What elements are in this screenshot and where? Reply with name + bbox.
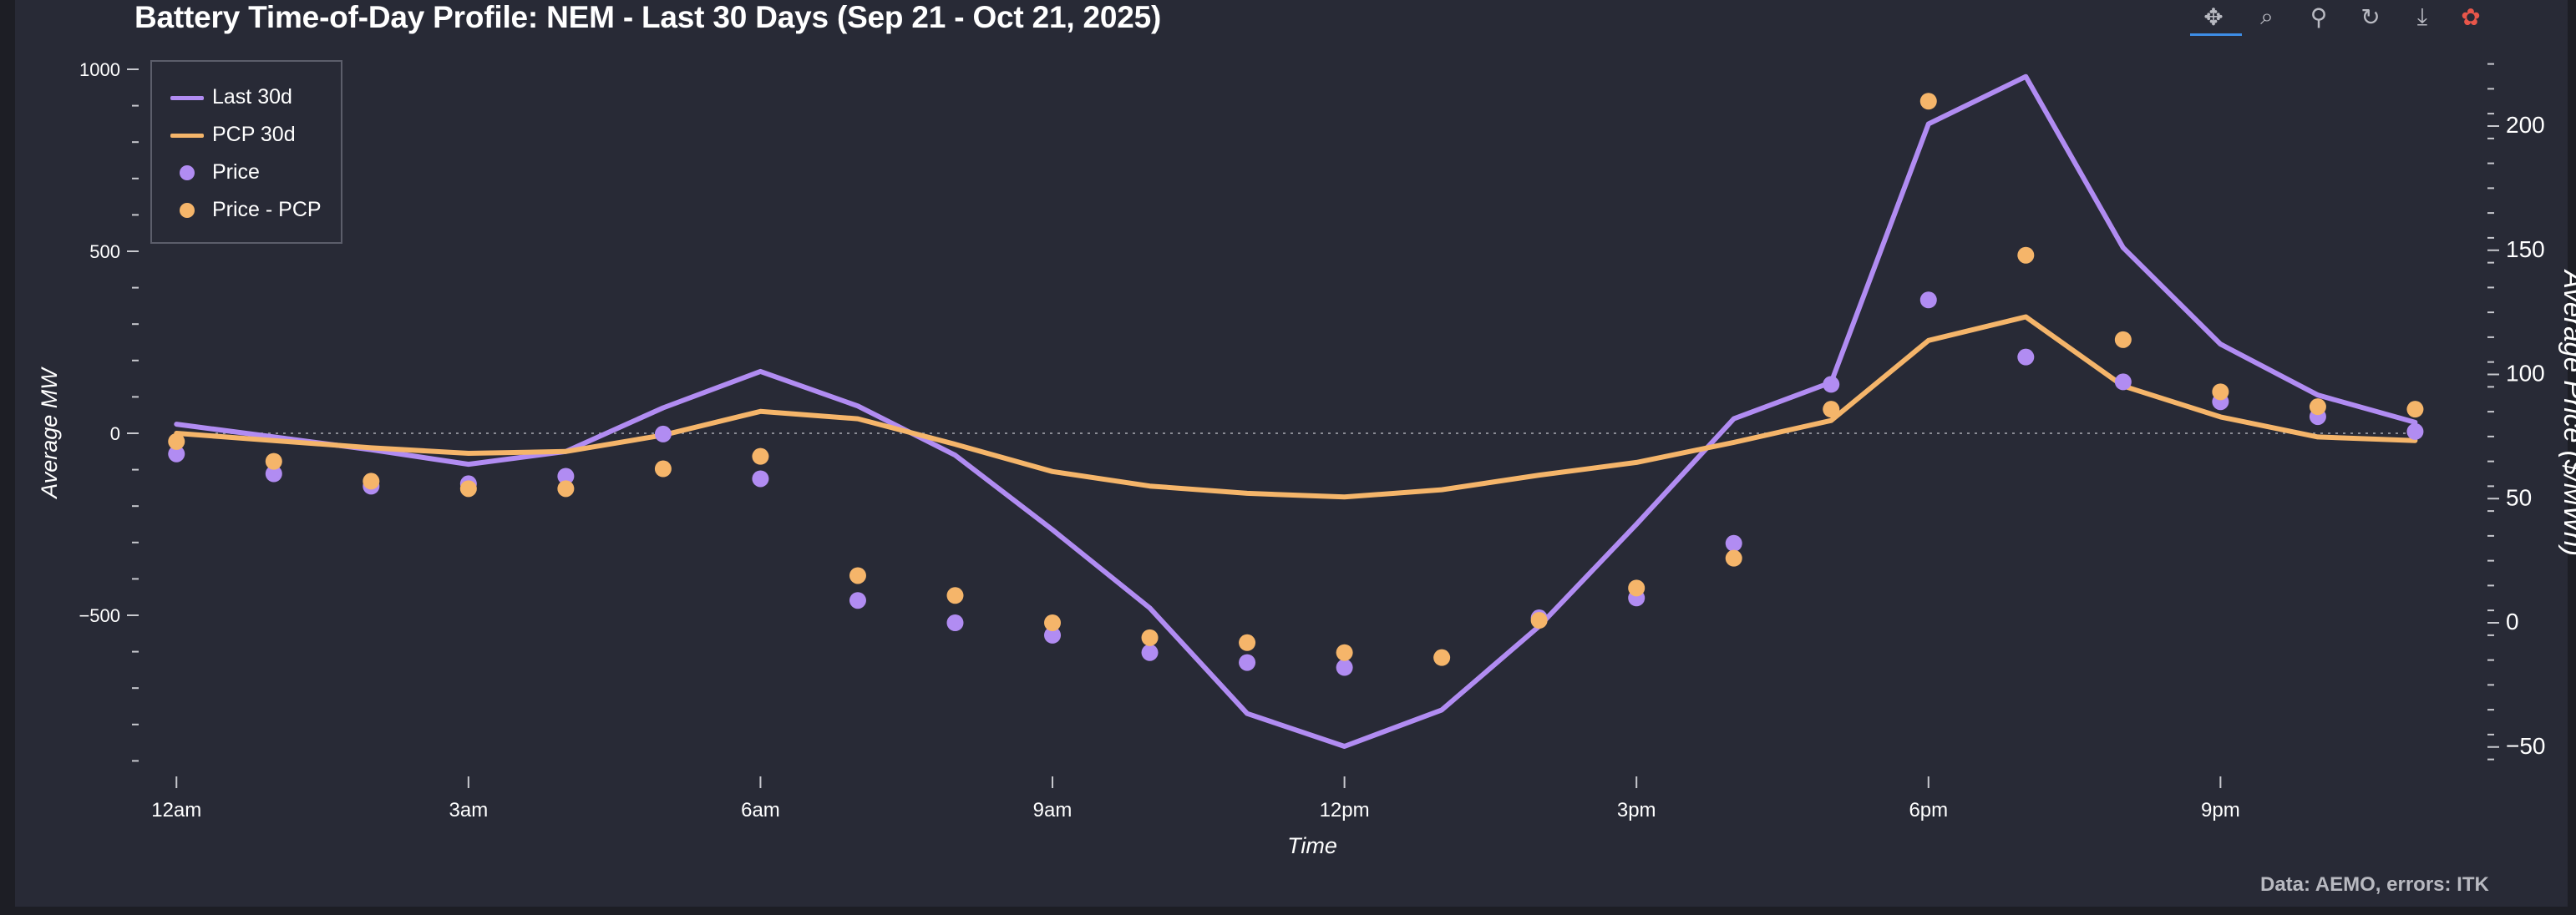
data-point-price-pcp[interactable]	[1628, 579, 1645, 597]
x-tick-label: 12pm	[1320, 799, 1370, 821]
series-line-pcp-30d[interactable]	[174, 314, 2418, 500]
x-tick-label: 12am	[151, 799, 201, 821]
data-point-price-pcp[interactable]	[557, 480, 575, 498]
data-point-price[interactable]	[557, 468, 575, 485]
data-point-price-pcp[interactable]	[1725, 549, 1742, 567]
data-point-price[interactable]	[1044, 626, 1062, 644]
data-point-price[interactable]	[946, 614, 964, 631]
left-tick-label: −500	[79, 605, 120, 626]
series-line-last-30d[interactable]	[174, 73, 2418, 749]
data-point-price[interactable]	[1239, 654, 1256, 671]
right-tick-label: 150	[2506, 236, 2545, 262]
source-note: Data: AEMO, errors: ITK	[2260, 873, 2489, 896]
left-axis-title: Average MW	[37, 367, 62, 500]
data-point-price[interactable]	[654, 425, 672, 442]
chart-title: Battery Time-of-Day Profile: NEM - Last …	[134, 0, 1162, 34]
x-tick-label: 6am	[741, 799, 780, 821]
data-point-price-pcp[interactable]	[849, 567, 866, 584]
legend-swatch-pcp30d	[170, 134, 204, 138]
data-point-price[interactable]	[2406, 422, 2424, 440]
reset-icon[interactable]: ↻	[2360, 3, 2381, 30]
data-point-price[interactable]	[752, 470, 769, 488]
left-tick-label: 500	[89, 241, 120, 262]
legend-swatch-last30d	[170, 96, 204, 100]
data-point-price-pcp[interactable]	[168, 432, 185, 450]
data-point-price-pcp[interactable]	[1336, 644, 1353, 661]
left-tick-label: 0	[110, 423, 120, 444]
chart-toolbar: ✥ ⌕ ⚲ ↻ ⤓ ✿	[2187, 0, 2496, 38]
x-tick-label: 9am	[1033, 799, 1072, 821]
data-point-price[interactable]	[265, 465, 282, 483]
x-axis-title: Time	[1287, 833, 1337, 858]
right-tick-label: 100	[2506, 361, 2545, 387]
right-axis-title: Average Price ($/MWh)	[2558, 269, 2576, 556]
data-point-price-pcp[interactable]	[1044, 614, 1062, 631]
legend-label-last30d: Last 30d	[212, 85, 292, 109]
save-icon[interactable]: ⤓	[2416, 3, 2428, 29]
legend-item-last30d[interactable]: Last 30d	[152, 80, 342, 114]
legend-item-price[interactable]: Price	[152, 155, 342, 189]
legend-item-pcp30d[interactable]: PCP 30d	[152, 118, 342, 151]
data-point-price-pcp[interactable]	[1530, 612, 1548, 629]
right-tick-label: −50	[2506, 733, 2546, 759]
legend-swatch-price-pcp	[180, 203, 195, 218]
data-point-price-pcp[interactable]	[2017, 246, 2035, 264]
data-point-price-pcp[interactable]	[1239, 634, 1256, 651]
data-point-price-pcp[interactable]	[2212, 383, 2229, 401]
data-point-price[interactable]	[1336, 659, 1353, 676]
x-tick-label: 3am	[449, 799, 489, 821]
hover-icon[interactable]: ⚲	[2310, 3, 2328, 30]
x-tick-label: 9pm	[2201, 799, 2240, 821]
data-point-price-pcp[interactable]	[1141, 629, 1159, 646]
data-point-price-pcp[interactable]	[363, 473, 380, 490]
data-point-price[interactable]	[849, 592, 866, 609]
data-point-price-pcp[interactable]	[752, 447, 769, 465]
data-point-price-pcp[interactable]	[265, 452, 282, 470]
right-tick-label: 50	[2506, 484, 2532, 510]
data-point-price-pcp[interactable]	[1919, 93, 1937, 110]
data-point-price-pcp[interactable]	[1433, 649, 1451, 666]
data-point-price-pcp[interactable]	[2406, 401, 2424, 418]
x-tick-label: 6pm	[1909, 799, 1948, 821]
right-tick-label: 0	[2506, 609, 2519, 634]
legend-label-pcp30d: PCP 30d	[212, 123, 296, 146]
data-point-price[interactable]	[1919, 291, 1937, 309]
data-point-price[interactable]	[1141, 644, 1159, 661]
data-point-price-pcp[interactable]	[946, 587, 964, 604]
active-tool-indicator	[2190, 33, 2242, 36]
legend-swatch-price	[180, 165, 195, 180]
legend-label-price-pcp: Price - PCP	[212, 198, 322, 221]
pan-icon[interactable]: ✥	[2203, 3, 2224, 30]
box-zoom-icon[interactable]: ⌕	[2260, 3, 2274, 29]
legend-label-price: Price	[212, 160, 260, 184]
x-tick-label: 3pm	[1617, 799, 1656, 821]
data-point-price-pcp[interactable]	[1823, 401, 1840, 418]
data-point-price-pcp[interactable]	[459, 480, 477, 498]
data-point-price-pcp[interactable]	[2114, 331, 2132, 348]
data-point-price[interactable]	[1823, 376, 1840, 393]
data-point-price-pcp[interactable]	[2309, 398, 2326, 416]
data-point-price[interactable]	[168, 445, 185, 463]
chart-legend: Last 30d PCP 30d Price Price - PCP	[150, 60, 342, 244]
right-tick-label: 200	[2506, 112, 2545, 138]
data-point-price-pcp[interactable]	[654, 460, 672, 478]
data-point-price[interactable]	[1725, 534, 1742, 552]
data-point-price[interactable]	[2017, 348, 2035, 366]
left-tick-label: 1000	[79, 59, 120, 80]
data-point-price[interactable]	[2114, 373, 2132, 391]
legend-item-price-pcp[interactable]: Price - PCP	[152, 193, 342, 226]
bokeh-logo-icon[interactable]: ✿	[2461, 3, 2481, 30]
